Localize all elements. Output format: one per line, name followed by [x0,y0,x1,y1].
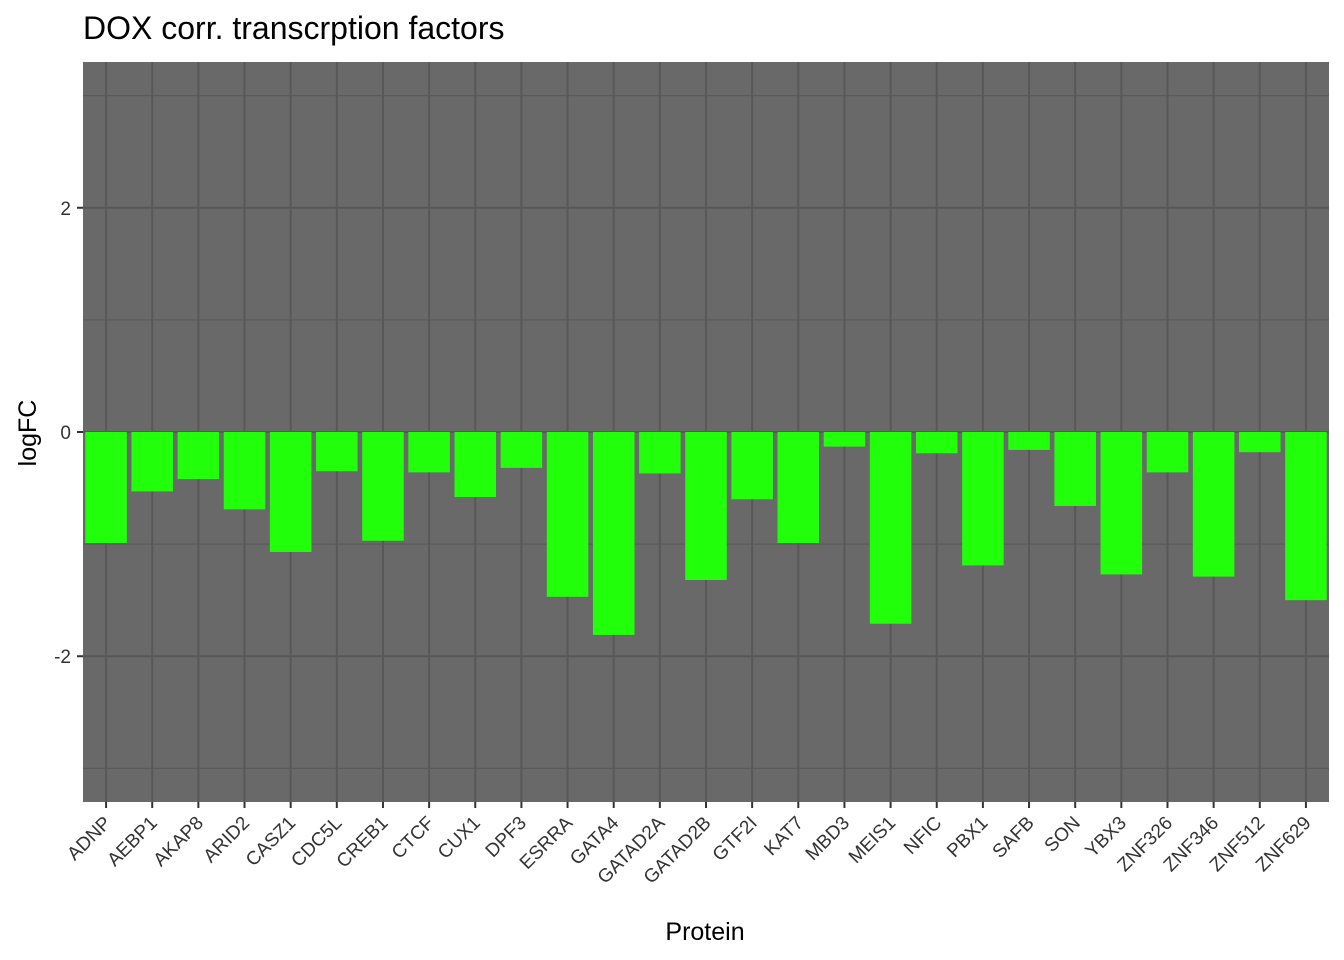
x-axis-title: Protein [665,918,744,946]
bar-gata4 [592,432,635,635]
x-tick-label: GTF2I [709,813,762,866]
x-tick-label: SAFB [989,813,1039,863]
bar-meis1 [869,432,912,624]
x-tick-label: CTCF [388,813,439,864]
x-tick-label: ESRRA [516,812,577,873]
y-axis: -2 0 2 [54,199,83,668]
x-tick-label: KAT7 [760,813,807,860]
bar-kat7 [777,432,820,543]
bar-znf512 [1239,432,1281,453]
x-tick-label: MEIS1 [845,813,900,868]
chart-title: DOX corr. transcrption factors [83,10,504,46]
x-tick-label: PBX1 [943,813,992,862]
bar-cdc5l [316,432,358,472]
y-tick-label: 0 [60,423,71,444]
bar-aebp1 [131,432,173,492]
x-tick-label: MBD3 [802,813,854,865]
bar-pbx1 [962,432,1004,566]
bar-gtf2i [731,432,773,500]
bar-nfic [915,432,958,454]
bar-znf326 [1146,432,1189,473]
y-axis-title: logFC [14,400,42,467]
x-tick-label: AEBP1 [104,813,162,871]
bar-creb1 [362,432,404,541]
bar-gatad2a [639,432,681,474]
bar-ctcf [408,432,450,473]
x-tick-label: NFIC [900,813,946,859]
bar-arid2 [223,432,266,510]
x-axis: ADNPAEBP1AKAP8ARID2CASZ1CDC5LCREB1CTCFCU… [63,802,1315,888]
bar-dpf3 [500,432,543,468]
bar-cux1 [454,432,497,498]
bar-safb [1008,432,1050,450]
y-tick-label: 2 [60,199,71,220]
x-tick-label: SON [1041,813,1085,857]
bar-gatad2b [685,432,727,580]
bar-znf629 [1285,432,1327,601]
bar-akap8 [177,432,220,480]
x-tick-label: CUX1 [434,813,485,864]
y-tick-label: -2 [54,647,71,668]
bar-adnp [85,432,127,543]
x-tick-label: AKAP8 [150,813,208,871]
bars [85,432,1327,635]
bar-casz1 [269,432,312,552]
x-tick-label: CREB1 [333,813,393,873]
bar-znf346 [1192,432,1235,577]
bar-son [1054,432,1096,506]
bar-esrra [546,432,589,597]
bar-mbd3 [823,432,866,447]
bar-ybx3 [1100,432,1143,575]
